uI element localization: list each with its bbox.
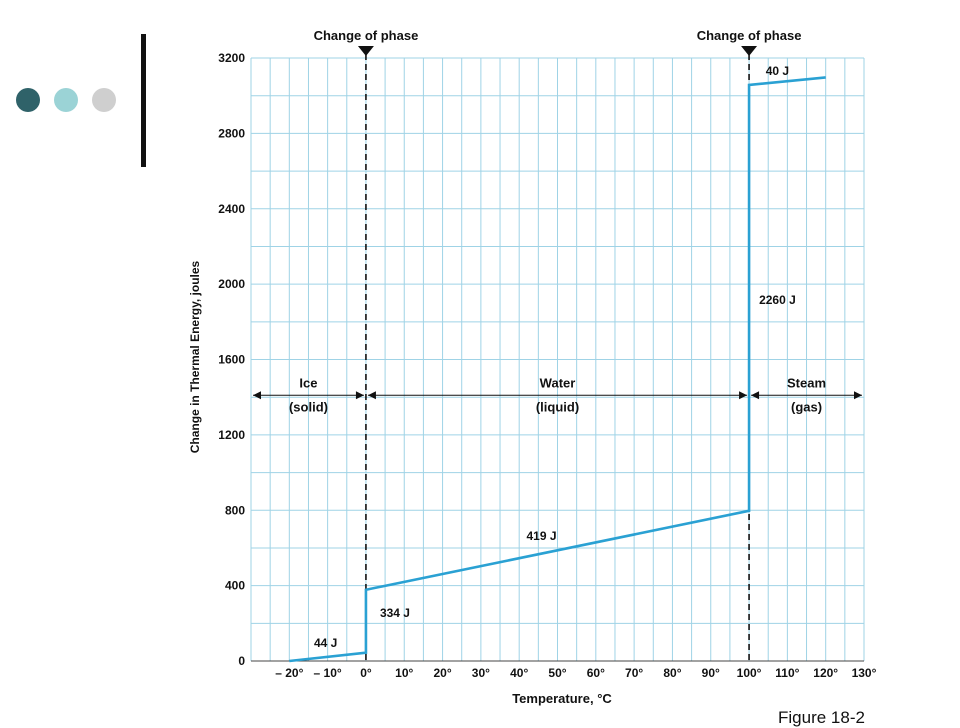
x-tick-label: 60°: [587, 666, 605, 680]
x-tick-label: 70°: [625, 666, 643, 680]
figure-caption: Figure 18-2: [778, 708, 865, 727]
region-name: Water: [540, 375, 576, 390]
region-arrow-head-right: [739, 391, 748, 400]
segment-label: 40 J: [766, 64, 789, 78]
decoration-dot-light: [54, 88, 78, 112]
x-tick-label: 80°: [663, 666, 681, 680]
segment-label: 44 J: [314, 636, 337, 650]
y-tick-label: 3200: [218, 51, 245, 65]
x-tick-label: – 20°: [275, 666, 303, 680]
region-state: (gas): [791, 399, 822, 414]
y-tick-label: 1600: [218, 353, 245, 367]
region-name: Steam: [787, 375, 826, 390]
decoration-dot-gray: [92, 88, 116, 112]
energy-curve-line: [289, 76, 826, 663]
segment-label: 334 J: [380, 606, 410, 620]
x-tick-label: 0°: [360, 666, 372, 680]
y-tick-label: 2400: [218, 202, 245, 216]
region-arrow-head-left: [367, 391, 376, 400]
x-tick-label: 50°: [548, 666, 566, 680]
chart-grid: [250, 57, 865, 662]
x-tick-label: 40°: [510, 666, 528, 680]
x-axis-label: Temperature, °C: [512, 691, 612, 706]
x-tick-label: 90°: [702, 666, 720, 680]
x-tick-label: 120°: [813, 666, 838, 680]
x-tick-label: 110°: [775, 666, 799, 680]
region-arrow-head-right: [355, 391, 364, 400]
phase-change-marker: [741, 46, 758, 56]
axis-ticks: 0 400 800 1200 1600 2000 2400 2800 3200 – 20° – 10…: [218, 51, 876, 680]
x-tick-label: 30°: [472, 666, 490, 680]
slide-decoration-bar: [141, 34, 146, 167]
x-tick-label: 100°: [737, 666, 762, 680]
y-tick-label: 2800: [218, 126, 245, 140]
x-tick-label: 10°: [395, 666, 413, 680]
y-tick-label: 1200: [218, 428, 245, 442]
x-tick-label: 20°: [433, 666, 451, 680]
x-tick-label: – 10°: [314, 666, 342, 680]
region-arrow-head-left: [253, 391, 261, 400]
y-tick-label: 800: [225, 503, 245, 517]
segment-label: 419 J: [526, 529, 556, 543]
slide-decoration-dots: [16, 88, 116, 112]
x-tick-label: 130°: [852, 666, 877, 680]
y-tick-label: 2000: [218, 277, 245, 291]
y-axis-label: Change in Thermal Energy, joules: [188, 260, 202, 453]
segment-label: 2260 J: [759, 293, 796, 307]
phase-change-marker: [357, 46, 374, 56]
region-state: (liquid): [536, 399, 579, 414]
y-tick-label: 0: [238, 654, 245, 668]
region-arrow-head-left: [751, 391, 760, 400]
phase-change-label: Change of phase: [314, 28, 419, 43]
y-tick-label: 400: [225, 579, 245, 593]
region-state: (solid): [289, 399, 328, 414]
energy-curve: [289, 76, 826, 663]
region-name: Ice: [299, 375, 317, 390]
phase-regions: Ice (solid) Water (liquid) Steam (gas): [253, 375, 862, 414]
decoration-dot-dark: [16, 88, 40, 112]
region-arrow-head-right: [854, 391, 862, 400]
phase-change-label: Change of phase: [697, 28, 802, 43]
segment-labels: 44 J 334 J 419 J 2260 J 40 J: [314, 64, 796, 650]
